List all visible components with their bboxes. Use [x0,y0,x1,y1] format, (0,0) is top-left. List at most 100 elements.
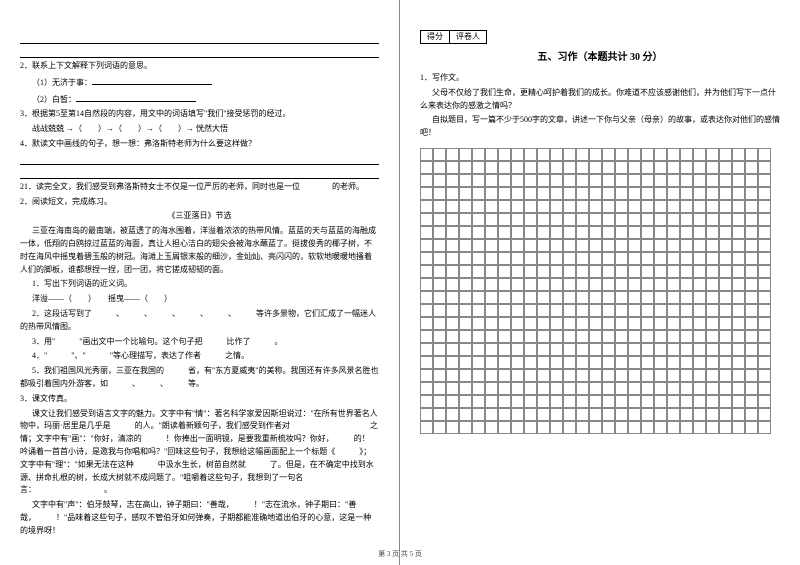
grid-cell [537,356,550,369]
grid-cell [602,265,615,278]
grid-cell [420,213,433,226]
grid-cell [667,187,680,200]
grid-cell [537,343,550,356]
grid-cell [758,174,771,187]
grid-cell [511,291,524,304]
grid-cell [524,291,537,304]
grid-cell [641,174,654,187]
grid-cell [706,330,719,343]
grid-cell [732,330,745,343]
grid-cell [732,408,745,421]
grid-row [420,226,780,239]
grid-cell [420,265,433,278]
grid-cell [667,317,680,330]
grid-cell [537,213,550,226]
grid-cell [602,278,615,291]
grid-cell [498,330,511,343]
grid-cell [576,369,589,382]
grid-cell [732,161,745,174]
grid-cell [472,200,485,213]
grid-cell [641,187,654,200]
grid-cell [615,239,628,252]
grid-cell [615,343,628,356]
grid-cell [459,239,472,252]
grid-cell [563,304,576,317]
grid-cell [732,382,745,395]
grid-cell [524,330,537,343]
grid-cell [706,278,719,291]
grid-cell [628,317,641,330]
grid-cell [433,369,446,382]
grid-cell [589,330,602,343]
grid-cell [641,317,654,330]
grid-cell [745,187,758,200]
grid-cell [524,239,537,252]
grid-cell [602,239,615,252]
grid-cell [550,382,563,395]
grid-cell [498,187,511,200]
grid-cell [563,200,576,213]
grid-cell [615,161,628,174]
grid-cell [472,265,485,278]
grid-cell [680,369,693,382]
grid-cell [602,330,615,343]
grid-cell [576,356,589,369]
grid-cell [641,421,654,434]
grid-row [420,239,780,252]
grid-cell [524,174,537,187]
grid-cell [654,369,667,382]
grid-cell [576,226,589,239]
grid-cell [706,317,719,330]
grid-cell [498,239,511,252]
grid-cell [524,265,537,278]
grid-cell [459,395,472,408]
grid-cell [615,317,628,330]
grid-cell [537,252,550,265]
grid-cell [485,421,498,434]
grid-cell [576,421,589,434]
grid-cell [745,421,758,434]
grid-cell [576,187,589,200]
grid-cell [498,278,511,291]
grid-cell [719,265,732,278]
grid-cell [459,343,472,356]
grid-cell [537,369,550,382]
grid-cell [693,330,706,343]
grid-cell [524,187,537,200]
grid-cell [459,213,472,226]
grid-cell [459,174,472,187]
grid-cell [693,369,706,382]
grid-row [420,200,780,213]
grid-cell [511,226,524,239]
grid-cell [498,382,511,395]
grid-cell [524,148,537,161]
grid-cell [498,408,511,421]
grid-row [420,213,780,226]
grid-cell [446,252,459,265]
grid-cell [433,395,446,408]
grid-cell [654,291,667,304]
grid-row [420,148,780,161]
grid-cell [433,317,446,330]
grid-cell [498,161,511,174]
grid-cell [628,291,641,304]
grid-cell [420,291,433,304]
grid-cell [472,356,485,369]
grid-cell [667,356,680,369]
grid-cell [511,239,524,252]
grid-cell [706,252,719,265]
grid-cell [732,343,745,356]
grid-cell [511,278,524,291]
grid-cell [654,317,667,330]
passage-q1-line: 洋溢——（ ） 摇曳——（ ） [20,293,379,306]
grid-cell [563,265,576,278]
grid-cell [602,200,615,213]
grid-cell [641,304,654,317]
grid-cell [472,161,485,174]
grid-cell [667,252,680,265]
grid-cell [459,278,472,291]
grid-cell [732,356,745,369]
grid-cell [576,408,589,421]
grid-cell [667,330,680,343]
grid-cell [680,356,693,369]
